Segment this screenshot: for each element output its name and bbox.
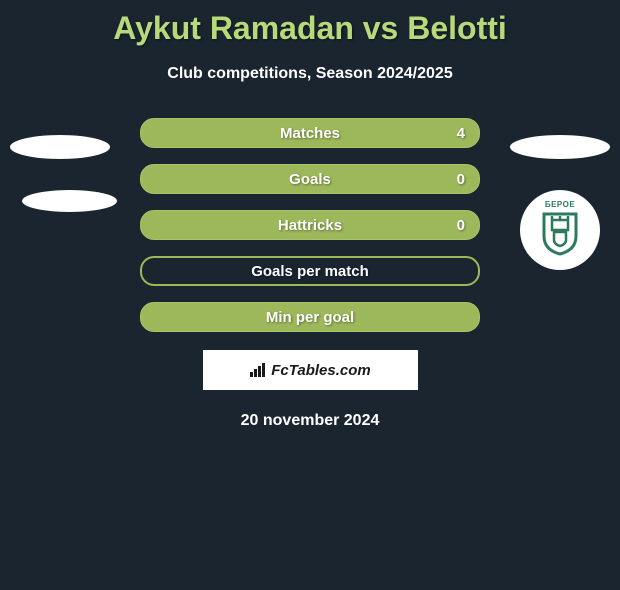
decoration-ellipse-left-top bbox=[10, 135, 110, 159]
branding-text: FcTables.com bbox=[271, 362, 370, 379]
stat-label: Goals bbox=[289, 171, 331, 188]
stat-row-min-per-goal: Min per goal bbox=[140, 302, 480, 332]
shield-icon bbox=[540, 212, 580, 256]
stat-row-hattricks: Hattricks 0 bbox=[140, 210, 480, 240]
badge-text: БЕРОЕ bbox=[545, 200, 575, 209]
stat-label: Matches bbox=[280, 125, 340, 142]
stat-label: Min per goal bbox=[266, 309, 354, 326]
decoration-ellipse-left-bottom bbox=[22, 190, 117, 212]
decoration-ellipse-right bbox=[510, 135, 610, 159]
stat-row-goals-per-match: Goals per match bbox=[140, 256, 480, 286]
branding-box[interactable]: FcTables.com bbox=[203, 350, 418, 390]
stat-row-matches: Matches 4 bbox=[140, 118, 480, 148]
stat-label: Goals per match bbox=[251, 263, 369, 280]
stat-value: 4 bbox=[457, 125, 465, 142]
page-title: Aykut Ramadan vs Belotti bbox=[0, 10, 620, 47]
date-text: 20 november 2024 bbox=[0, 412, 620, 430]
stat-row-goals: Goals 0 bbox=[140, 164, 480, 194]
subtitle: Club competitions, Season 2024/2025 bbox=[0, 65, 620, 83]
stat-value: 0 bbox=[457, 217, 465, 234]
stat-value: 0 bbox=[457, 171, 465, 188]
club-badge: БЕРОЕ bbox=[520, 190, 600, 270]
chart-icon bbox=[249, 363, 267, 377]
stat-label: Hattricks bbox=[278, 217, 342, 234]
